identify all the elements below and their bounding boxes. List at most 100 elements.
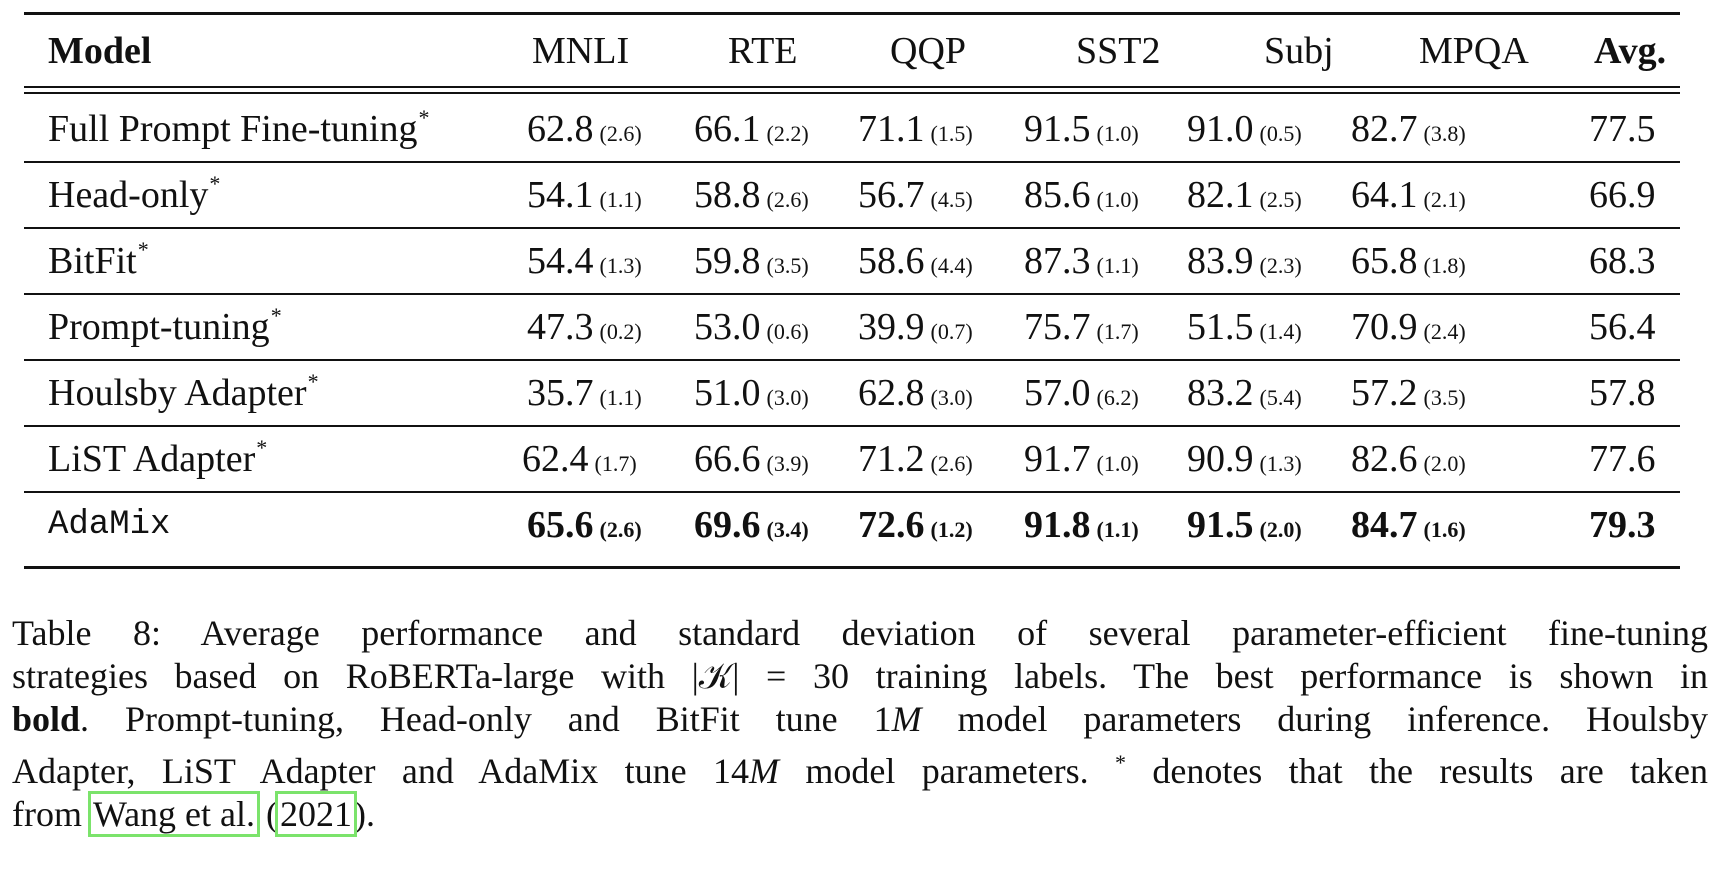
avg-cell: 68.3	[1589, 240, 1656, 282]
model-name-cell: AdaMix	[48, 492, 171, 558]
caption-line: Table 8: Average performance and standar…	[12, 612, 1708, 655]
score-cell: 71.1 (1.5)	[858, 96, 973, 162]
caption-line: from Wang et al. (2021).	[12, 791, 1708, 837]
score-mean: 71.2	[858, 438, 925, 480]
score-mean: 56.7	[858, 174, 925, 216]
score-cell: 57.2 (3.5)	[1351, 360, 1466, 426]
score-std: (1.1)	[1096, 517, 1139, 542]
header-qqp: QQP	[890, 30, 967, 72]
score-mean: 58.8	[694, 174, 761, 216]
caption-text: Table 8: Average performance and standar…	[12, 613, 1708, 653]
header-row: Model MNLI RTE QQP SST2 Subj MPQA Avg.	[24, 18, 1680, 84]
score-mean: 62.8	[527, 108, 594, 150]
table-row: BitFit* 54.4 (1.3) 59.8 (3.5) 58.6 (4.4) 87.3 (1…	[24, 228, 1680, 294]
model-name-cell: Houlsby Adapter*	[48, 360, 319, 426]
caption-star: *	[1114, 750, 1126, 775]
model-name-cell: Head-only*	[48, 162, 220, 228]
score-std: (1.0)	[1096, 121, 1139, 146]
score-cell: 66.6 (3.9)	[694, 426, 809, 492]
row-rule	[24, 491, 1680, 493]
score-std: (2.1)	[1423, 187, 1466, 212]
score-mean: 82.6	[1351, 438, 1418, 480]
header-double-rule-2	[24, 92, 1680, 94]
score-cell: 58.6 (4.4)	[858, 228, 973, 294]
caption-text: . Prompt-tuning, Head-only and BitFit tu…	[80, 699, 892, 739]
score-std: (6.2)	[1096, 385, 1139, 410]
score-cell: 47.3 (0.2)	[527, 294, 642, 360]
score-cell: 35.7 (1.1)	[527, 360, 642, 426]
score-std: (0.6)	[766, 319, 809, 344]
score-mean: 87.3	[1024, 240, 1091, 282]
row-rule	[24, 359, 1680, 361]
score-cell: 59.8 (3.5)	[694, 228, 809, 294]
score-std: (3.4)	[766, 517, 809, 542]
score-cell: 65.8 (1.8)	[1351, 228, 1466, 294]
caption-text: strategies based on RoBERTa-large with |	[12, 656, 699, 696]
score-mean: 82.7	[1351, 108, 1418, 150]
score-std: (2.0)	[1259, 517, 1302, 542]
row-rule	[24, 227, 1680, 229]
score-cell: 53.0 (0.6)	[694, 294, 809, 360]
caption-text: from	[12, 794, 91, 834]
score-cell: 82.1 (2.5)	[1187, 162, 1302, 228]
score-mean: 75.7	[1024, 306, 1091, 348]
score-cell: 82.6 (2.0)	[1351, 426, 1466, 492]
score-cell: 65.6 (2.6)	[527, 492, 642, 558]
score-mean: 83.2	[1187, 372, 1254, 414]
score-std: (3.5)	[1423, 385, 1466, 410]
table-row: LiST Adapter* 62.4 (1.7) 66.6 (3.9) 71.2 (2.6)…	[24, 426, 1680, 492]
taken-from-prior-work-marker: *	[418, 105, 430, 130]
score-cell: 91.0 (0.5)	[1187, 96, 1302, 162]
score-std: (1.6)	[1423, 517, 1466, 542]
caption-line: Adapter, LiST Adapter and AdaMix tune 14…	[12, 741, 1708, 793]
header-mpqa: MPQA	[1419, 30, 1529, 72]
score-cell: 75.7 (1.7)	[1024, 294, 1139, 360]
score-cell: 70.9 (2.4)	[1351, 294, 1466, 360]
score-std: (5.4)	[1259, 385, 1302, 410]
score-cell: 91.8 (1.1)	[1024, 492, 1139, 558]
table-row: Full Prompt Fine-tuning* 62.8 (2.6) 66.1 (2.…	[24, 96, 1680, 162]
caption-text: denotes that the results are taken	[1125, 751, 1709, 791]
score-cell: 83.9 (2.3)	[1187, 228, 1302, 294]
score-mean: 59.8	[694, 240, 761, 282]
avg-cell: 66.9	[1589, 174, 1656, 216]
table-row: Prompt-tuning* 47.3 (0.2) 53.0 (0.6) 39.9 (0.7…	[24, 294, 1680, 360]
score-std: (2.3)	[1259, 253, 1302, 278]
score-std: (2.0)	[1423, 451, 1466, 476]
score-mean: 47.3	[527, 306, 594, 348]
caption-math-m: M	[748, 751, 779, 791]
score-cell: 91.5 (2.0)	[1187, 492, 1302, 558]
caption-math-k: 𝒦	[698, 656, 733, 696]
header-double-rule-1	[24, 86, 1680, 88]
score-cell: 58.8 (2.6)	[694, 162, 809, 228]
model-name-cell: LiST Adapter*	[48, 426, 267, 492]
row-rule	[24, 161, 1680, 163]
score-cell: 39.9 (0.7)	[858, 294, 973, 360]
score-cell: 72.6 (1.2)	[858, 492, 973, 558]
table-row: Head-only* 54.1 (1.1) 58.8 (2.6) 56.7 (4.5) 85.…	[24, 162, 1680, 228]
score-mean: 54.1	[527, 174, 594, 216]
score-std: (3.0)	[930, 385, 973, 410]
bottom-rule	[24, 566, 1680, 569]
score-cell: 87.3 (1.1)	[1024, 228, 1139, 294]
score-cell: 90.9 (1.3)	[1187, 426, 1302, 492]
score-std: (1.7)	[1096, 319, 1139, 344]
score-mean: 91.5	[1187, 504, 1254, 546]
score-mean: 51.5	[1187, 306, 1254, 348]
model-name: Houlsby Adapter	[48, 372, 307, 414]
score-cell: 56.7 (4.5)	[858, 162, 973, 228]
score-std: (2.6)	[766, 187, 809, 212]
score-cell: 62.8 (3.0)	[858, 360, 973, 426]
score-std: (4.5)	[930, 187, 973, 212]
score-std: (2.6)	[599, 517, 642, 542]
score-std: (1.0)	[1096, 187, 1139, 212]
header-subj: Subj	[1264, 30, 1334, 72]
citation-year-link[interactable]: 2021	[275, 791, 358, 837]
score-mean: 65.6	[527, 504, 594, 546]
score-std: (0.2)	[599, 319, 642, 344]
score-std: (1.5)	[930, 121, 973, 146]
score-cell: 54.1 (1.1)	[527, 162, 642, 228]
citation-author-link[interactable]: Wang et al.	[87, 791, 261, 837]
model-name: Full Prompt Fine-tuning	[48, 108, 418, 150]
avg-cell: 77.6	[1589, 438, 1656, 480]
